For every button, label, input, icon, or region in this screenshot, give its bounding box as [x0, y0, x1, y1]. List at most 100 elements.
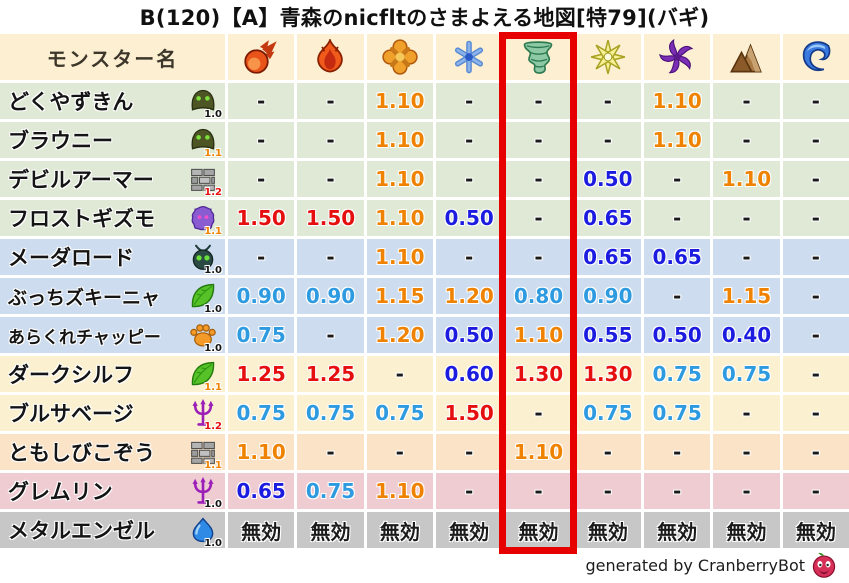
multiplier-cell: 1.10 [366, 161, 433, 197]
multiplier-cell: - [713, 83, 780, 119]
tornado-icon [520, 39, 556, 75]
multiplier-cell: 1.30 [505, 356, 572, 392]
multiplier-cell: 1.10 [366, 200, 433, 236]
monster-name: グレムリン [8, 480, 113, 504]
multiplier-cell: 0.75 [297, 473, 364, 509]
multiplier-cell: 0.55 [574, 317, 641, 353]
brick-icon: 1.1 [189, 438, 222, 471]
multiplier-cell: 無効 [574, 512, 641, 548]
multiplier-cell: 0.75 [366, 395, 433, 431]
monster-name: ブルサベージ [8, 402, 134, 426]
monster-level-badge: 1.0 [204, 343, 222, 354]
blob-icon: 1.1 [189, 204, 222, 237]
multiplier-cell: - [782, 395, 849, 431]
multiplier-cell: 1.25 [297, 356, 364, 392]
multiplier-cell: - [782, 317, 849, 353]
monster-name: ともしびこぞう [8, 441, 155, 465]
slime-icon: 1.0 [189, 516, 222, 549]
monster-name-cell: デビルアーマー 1.2 [0, 161, 225, 198]
multiplier-cell: - [436, 122, 503, 158]
fireball-icon [243, 39, 279, 75]
monster-level-badge: 1.0 [204, 304, 222, 315]
multiplier-cell: - [505, 473, 572, 509]
multiplier-cell: 0.75 [574, 395, 641, 431]
multiplier-cell: - [228, 239, 295, 275]
multiplier-cell: - [574, 434, 641, 470]
multiplier-cell: - [782, 161, 849, 197]
multiplier-cell: 0.50 [436, 200, 503, 236]
monster-name-cell: メーダロード 1.0 [0, 239, 225, 276]
multiplier-cell: 1.10 [644, 122, 711, 158]
multiplier-cell: - [297, 434, 364, 470]
trident-icon: 1.0 [189, 477, 222, 510]
multiplier-cell: - [505, 122, 572, 158]
element-column-header-fireball-icon [228, 34, 295, 80]
multiplier-cell: 0.90 [297, 278, 364, 314]
monster-name: メタルエンゼル [8, 519, 155, 543]
multiplier-cell: - [782, 473, 849, 509]
multiplier-cell: - [228, 83, 295, 119]
multiplier-cell: - [366, 356, 433, 392]
multiplier-cell: 0.65 [644, 239, 711, 275]
multiplier-cell: - [574, 83, 641, 119]
multiplier-cell: 1.10 [505, 434, 572, 470]
monster-level-badge: 1.2 [204, 187, 222, 198]
multiplier-cell: - [297, 83, 364, 119]
monster-name-cell: グレムリン 1.0 [0, 473, 225, 510]
monster-level-badge: 1.0 [204, 109, 222, 120]
multiplier-cell: 0.65 [228, 473, 295, 509]
multiplier-cell: - [297, 317, 364, 353]
monster-level-badge: 1.2 [204, 421, 222, 432]
multiplier-cell: - [644, 278, 711, 314]
monster-level-badge: 1.0 [204, 265, 222, 276]
monster-level-badge: 1.0 [204, 538, 222, 549]
multiplier-cell: 0.40 [713, 317, 780, 353]
trident-icon: 1.2 [189, 399, 222, 432]
multiplier-cell: - [297, 239, 364, 275]
multiplier-cell: 1.50 [297, 200, 364, 236]
multiplier-cell: 1.10 [366, 239, 433, 275]
element-column-header-dark-pinwheel-icon [644, 34, 711, 80]
multiplier-cell: - [713, 434, 780, 470]
multiplier-cell: 0.75 [297, 395, 364, 431]
flame-icon [312, 39, 348, 75]
resistance-table: モンスター名 どくやずきん 1.0- -1.10- - -1.10- - ブラウニー 1.1- -… [0, 34, 849, 549]
multiplier-cell: 1.50 [436, 395, 503, 431]
element-column-header-spark-star-icon [574, 34, 641, 80]
multiplier-cell: - [782, 239, 849, 275]
multiplier-cell: 0.60 [436, 356, 503, 392]
monster-level-badge: 1.1 [204, 460, 222, 471]
monster-name-cell: ブラウニー 1.1 [0, 122, 225, 159]
monster-name: ダークシルフ [8, 363, 134, 387]
monster-name-cell: どくやずきん 1.0 [0, 83, 225, 120]
multiplier-cell: - [505, 200, 572, 236]
multiplier-cell: - [713, 473, 780, 509]
multiplier-cell: 1.10 [366, 473, 433, 509]
multiplier-cell: 無効 [228, 512, 295, 548]
multiplier-cell: 1.10 [505, 317, 572, 353]
spark-star-icon [590, 39, 626, 75]
multiplier-cell: 0.75 [713, 356, 780, 392]
multiplier-cell: 1.25 [228, 356, 295, 392]
multiplier-cell: 1.20 [436, 278, 503, 314]
multiplier-cell: 無効 [505, 512, 572, 548]
multiplier-cell: - [782, 122, 849, 158]
multiplier-cell: - [505, 161, 572, 197]
monster-name-column-header: モンスター名 [0, 34, 225, 80]
monster-name-cell: あらくれチャッピー 1.0 [0, 317, 225, 354]
multiplier-cell: 0.80 [505, 278, 572, 314]
multiplier-cell: - [782, 83, 849, 119]
monster-name: メーダロード [8, 246, 134, 270]
monster-name: フロストギズモ [8, 207, 155, 231]
multiplier-cell: 1.20 [366, 317, 433, 353]
hood-icon: 1.1 [189, 126, 222, 159]
element-column-header-tornado-icon [505, 34, 572, 80]
monster-name-cell: ともしびこぞう 1.1 [0, 434, 225, 471]
page-title: B(120)【A】青森のnicfltのさまよえる地図[特79](バギ) [139, 6, 710, 30]
multiplier-cell: 1.10 [366, 83, 433, 119]
multiplier-cell: 無効 [366, 512, 433, 548]
brick-icon: 1.2 [189, 165, 222, 198]
multiplier-cell: - [574, 473, 641, 509]
multiplier-cell: 1.30 [574, 356, 641, 392]
multiplier-cell: - [505, 83, 572, 119]
